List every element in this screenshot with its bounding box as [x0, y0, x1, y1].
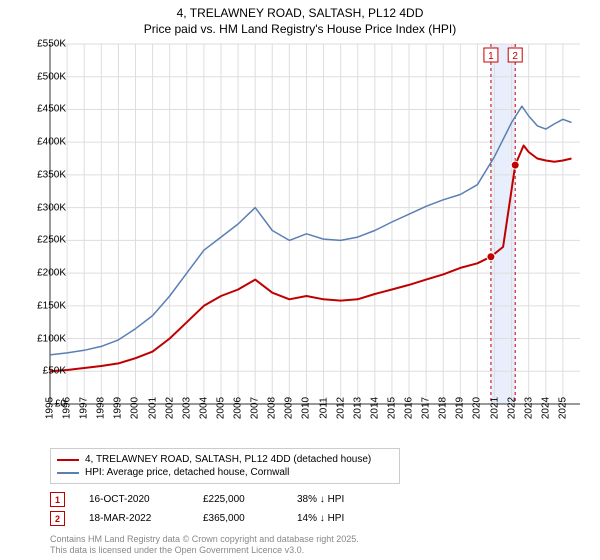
x-tick-label: 2016	[404, 397, 415, 419]
x-tick-label: 1998	[96, 397, 107, 419]
y-tick-label: £150K	[22, 300, 66, 311]
x-tick-label: 2005	[215, 397, 226, 419]
x-tick-label: 2012	[335, 397, 346, 419]
y-tick-label: £400K	[22, 137, 66, 148]
y-tick-label: £550K	[22, 39, 66, 50]
sales-row: 1 16-OCT-2020 £225,000 38% ↓ HPI	[50, 490, 387, 509]
attribution-line: Contains HM Land Registry data © Crown c…	[50, 534, 359, 545]
x-tick-label: 2008	[267, 397, 278, 419]
x-tick-label: 2021	[489, 397, 500, 419]
y-tick-label: £350K	[22, 169, 66, 180]
x-tick-label: 2007	[250, 397, 261, 419]
sales-row: 2 18-MAR-2022 £365,000 14% ↓ HPI	[50, 509, 387, 528]
title-line1: 4, TRELAWNEY ROAD, SALTASH, PL12 4DD	[0, 6, 600, 22]
sale-price: £365,000	[203, 513, 273, 524]
x-tick-label: 2006	[233, 397, 244, 419]
sale-price: £225,000	[203, 494, 273, 505]
attribution-line: This data is licensed under the Open Gov…	[50, 545, 359, 556]
legend: 4, TRELAWNEY ROAD, SALTASH, PL12 4DD (de…	[50, 448, 400, 484]
svg-text:1: 1	[488, 51, 494, 62]
x-tick-label: 2013	[352, 397, 363, 419]
sale-diff: 14% ↓ HPI	[297, 513, 387, 524]
sales-table: 1 16-OCT-2020 £225,000 38% ↓ HPI 2 18-MA…	[50, 490, 387, 528]
y-tick-label: £500K	[22, 71, 66, 82]
legend-swatch	[57, 472, 79, 474]
x-tick-label: 1997	[79, 397, 90, 419]
sale-diff: 38% ↓ HPI	[297, 494, 387, 505]
sale-marker-icon: 2	[50, 511, 65, 526]
plot-svg: 12	[50, 44, 580, 404]
y-tick-label: £450K	[22, 104, 66, 115]
sale-date: 18-MAR-2022	[89, 513, 179, 524]
x-tick-label: 1995	[45, 397, 56, 419]
x-tick-label: 2024	[540, 397, 551, 419]
y-tick-label: £200K	[22, 268, 66, 279]
x-tick-label: 2014	[369, 397, 380, 419]
legend-label: HPI: Average price, detached house, Corn…	[85, 467, 289, 478]
svg-text:2: 2	[512, 51, 518, 62]
x-tick-label: 2023	[523, 397, 534, 419]
x-tick-label: 2015	[386, 397, 397, 419]
x-tick-label: 2000	[130, 397, 141, 419]
x-tick-label: 2004	[198, 397, 209, 419]
y-tick-label: £300K	[22, 202, 66, 213]
x-tick-label: 2025	[557, 397, 568, 419]
x-tick-label: 1996	[62, 397, 73, 419]
sale-marker-icon: 1	[50, 492, 65, 507]
x-tick-label: 2022	[506, 397, 517, 419]
x-tick-label: 2001	[147, 397, 158, 419]
legend-item: HPI: Average price, detached house, Corn…	[57, 466, 393, 479]
x-tick-label: 2020	[472, 397, 483, 419]
x-tick-label: 2010	[301, 397, 312, 419]
attribution: Contains HM Land Registry data © Crown c…	[50, 534, 359, 556]
y-tick-label: £100K	[22, 333, 66, 344]
x-tick-label: 2017	[421, 397, 432, 419]
y-tick-label: £250K	[22, 235, 66, 246]
x-tick-label: 2002	[164, 397, 175, 419]
sale-date: 16-OCT-2020	[89, 494, 179, 505]
legend-item: 4, TRELAWNEY ROAD, SALTASH, PL12 4DD (de…	[57, 453, 393, 466]
x-tick-label: 2011	[318, 397, 329, 419]
x-tick-label: 1999	[113, 397, 124, 419]
x-tick-label: 2003	[181, 397, 192, 419]
x-tick-label: 2019	[455, 397, 466, 419]
chart-title: 4, TRELAWNEY ROAD, SALTASH, PL12 4DD Pri…	[0, 0, 600, 37]
title-line2: Price paid vs. HM Land Registry's House …	[0, 22, 600, 38]
x-tick-label: 2009	[284, 397, 295, 419]
y-tick-label: £50K	[22, 366, 66, 377]
legend-swatch	[57, 459, 79, 461]
x-tick-label: 2018	[438, 397, 449, 419]
legend-label: 4, TRELAWNEY ROAD, SALTASH, PL12 4DD (de…	[85, 454, 371, 465]
chart: 12	[50, 44, 580, 404]
